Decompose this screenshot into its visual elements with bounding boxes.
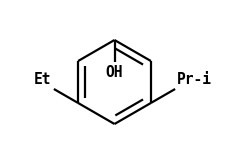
Text: Pr-i: Pr-i [177, 72, 212, 87]
Text: OH: OH [106, 65, 123, 80]
Text: Et: Et [33, 72, 51, 87]
